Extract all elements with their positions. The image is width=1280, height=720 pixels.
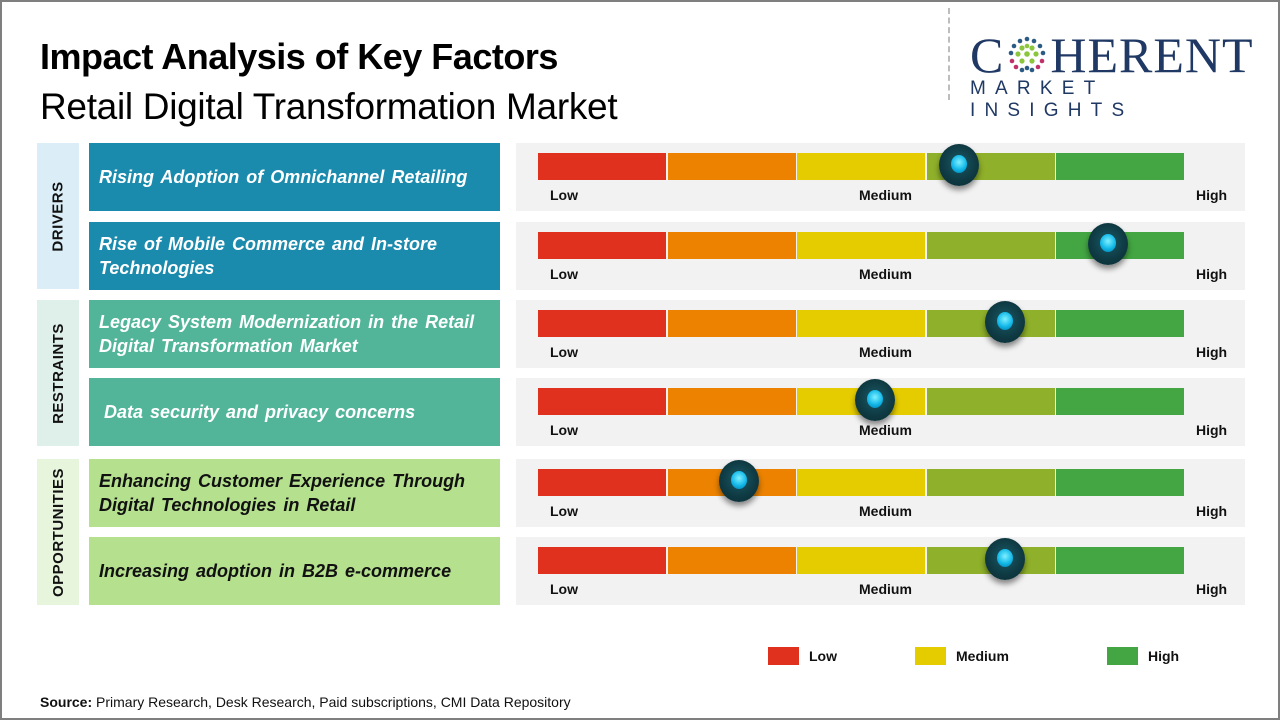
gauge: Low Medium High bbox=[516, 300, 1245, 368]
legend-label-low: Low bbox=[809, 648, 837, 664]
logo: C HERENT bbox=[970, 30, 1254, 80]
gauge-label-medium: Medium bbox=[859, 344, 912, 360]
gauge-label-high: High bbox=[1196, 187, 1228, 203]
category-label: DRIVERS bbox=[49, 180, 67, 252]
gauge: Low Medium High bbox=[516, 537, 1245, 605]
impact-marker-knob bbox=[939, 144, 980, 186]
impact-marker-knob bbox=[1088, 223, 1129, 265]
gauge-segment bbox=[1056, 469, 1185, 496]
gauge-segment bbox=[926, 232, 1055, 259]
globe-icon bbox=[1009, 36, 1046, 73]
gauge-label-medium: Medium bbox=[859, 187, 912, 203]
impact-marker-knob bbox=[984, 301, 1025, 343]
category-opportunities: OPPORTUNITIES bbox=[37, 459, 79, 605]
legend-swatch-low bbox=[768, 647, 799, 665]
factor-label: Legacy System Modernization in the Retai… bbox=[89, 300, 500, 368]
gauge-label-medium: Medium bbox=[859, 581, 912, 597]
chart-subtitle: Retail Digital Transformation Market bbox=[40, 86, 618, 127]
impact-marker-knob bbox=[718, 460, 759, 502]
gauge-label-high: High bbox=[1196, 503, 1228, 519]
gauge: Low Medium High bbox=[516, 459, 1245, 527]
gauge-label-low: Low bbox=[550, 266, 578, 282]
impact-marker-knob bbox=[854, 379, 895, 421]
gauge: Low Medium High bbox=[516, 378, 1245, 446]
legend-label-high: High bbox=[1148, 648, 1180, 664]
category-label: OPPORTUNITIES bbox=[49, 467, 67, 597]
factor-label: Rise of Mobile Commerce and In-store Tec… bbox=[89, 222, 500, 290]
gauge-segment bbox=[797, 310, 926, 337]
gauge-label-high: High bbox=[1196, 422, 1228, 438]
category-restraints: RESTRAINTS bbox=[37, 300, 79, 446]
factor-label: Data security and privacy concerns bbox=[89, 378, 500, 446]
factor-label: Rising Adoption of Omnichannel Retailing bbox=[89, 143, 500, 211]
gauge-segment bbox=[667, 547, 796, 574]
source-prefix: Source: bbox=[40, 694, 93, 710]
gauge-label-low: Low bbox=[550, 503, 578, 519]
logo-divider bbox=[948, 8, 950, 100]
gauge-label-high: High bbox=[1196, 581, 1228, 597]
source-note: Source: Primary Research, Desk Research,… bbox=[40, 694, 571, 710]
gauge-label-medium: Medium bbox=[859, 422, 912, 438]
gauge-segment bbox=[926, 469, 1055, 496]
gauge-segment bbox=[667, 153, 796, 180]
gauge-segment bbox=[538, 469, 667, 496]
gauge-segment bbox=[1056, 547, 1185, 574]
gauge-segment bbox=[538, 547, 667, 574]
gauge: Low Medium High bbox=[516, 143, 1245, 211]
factor-label: Increasing adoption in B2B e-commerce bbox=[89, 537, 500, 605]
gauge-segment bbox=[797, 232, 926, 259]
gauge-segment bbox=[538, 153, 667, 180]
gauge-segment bbox=[538, 388, 667, 415]
category-label: RESTRAINTS bbox=[49, 322, 67, 424]
legend-label-medium: Medium bbox=[956, 648, 1009, 664]
gauge-label-low: Low bbox=[550, 422, 578, 438]
gauge-segment bbox=[538, 310, 667, 337]
gauge-segment bbox=[538, 232, 667, 259]
gauge-segment bbox=[926, 388, 1055, 415]
gauge-label-high: High bbox=[1196, 344, 1228, 360]
gauge-label-medium: Medium bbox=[859, 503, 912, 519]
logo-text-c: C bbox=[970, 27, 1005, 83]
legend-swatch-high bbox=[1107, 647, 1138, 665]
category-drivers: DRIVERS bbox=[37, 143, 79, 289]
logo-text-herent: HERENT bbox=[1050, 27, 1254, 83]
gauge-label-low: Low bbox=[550, 187, 578, 203]
gauge-label-medium: Medium bbox=[859, 266, 912, 282]
gauge-segment bbox=[797, 469, 926, 496]
chart-title: Impact Analysis of Key Factors bbox=[40, 36, 558, 77]
gauge-segment bbox=[797, 153, 926, 180]
gauge-segment bbox=[1056, 388, 1185, 415]
logo-tagline: MARKET INSIGHTS bbox=[970, 78, 1134, 121]
gauge-segment bbox=[667, 388, 796, 415]
gauge-segment bbox=[667, 310, 796, 337]
source-text: Primary Research, Desk Research, Paid su… bbox=[92, 694, 571, 710]
gauge-segment bbox=[667, 232, 796, 259]
gauge-segment bbox=[1056, 153, 1185, 180]
gauge-label-high: High bbox=[1196, 266, 1228, 282]
gauge-label-low: Low bbox=[550, 581, 578, 597]
gauge: Low Medium High bbox=[516, 222, 1245, 290]
gauge-segment bbox=[797, 547, 926, 574]
factor-label: Enhancing Customer Experience Through Di… bbox=[89, 459, 500, 527]
gauge-segment bbox=[1056, 310, 1185, 337]
impact-marker-knob bbox=[984, 538, 1025, 580]
legend-swatch-medium bbox=[915, 647, 946, 665]
gauge-label-low: Low bbox=[550, 344, 578, 360]
